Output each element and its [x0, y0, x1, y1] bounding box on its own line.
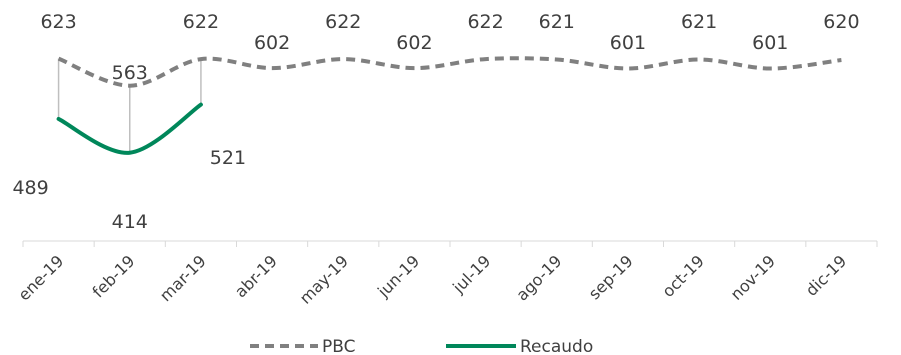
x-tick-label: abr-19 — [231, 251, 281, 301]
x-tick-label: jun-19 — [373, 251, 423, 301]
data-label-pbc: 620 — [823, 11, 859, 33]
drop-lines — [57, 58, 202, 153]
x-axis-ticks — [22, 241, 878, 247]
series-line-recaudo — [56, 102, 203, 155]
x-tick-label: sep-19 — [585, 251, 637, 303]
legend-label-recaudo: Recaudo — [520, 337, 593, 355]
x-tick-label: may-19 — [296, 251, 352, 307]
legend: PBC Recaudo — [250, 337, 593, 355]
data-label-pbc: 601 — [610, 32, 646, 54]
data-label-pbc: 623 — [40, 11, 76, 33]
data-labels: 623 563 622 602 622 602 622 621 601 621 601 620 489 4… — [12, 11, 859, 233]
data-label-recaudo: 414 — [112, 211, 148, 233]
series-lines — [56, 56, 842, 155]
data-label-pbc: 622 — [325, 11, 361, 33]
data-label-recaudo: 521 — [210, 147, 246, 169]
x-tick-labels: ene-19 feb-19 mar-19 abr-19 may-19 jun-19 jul-… — [14, 251, 850, 307]
data-label-pbc: 622 — [183, 11, 219, 33]
legend-label-pbc: PBC — [322, 337, 356, 355]
x-tick-label: dic-19 — [802, 251, 850, 299]
x-tick-label: nov-19 — [727, 251, 779, 303]
series-line-pbc — [57, 56, 842, 88]
data-label-pbc: 602 — [396, 32, 432, 54]
x-tick-label: mar-19 — [156, 251, 210, 305]
x-tick-label: ago-19 — [512, 251, 565, 304]
data-label-pbc: 563 — [112, 62, 148, 84]
data-label-pbc: 602 — [254, 32, 290, 54]
data-label-pbc: 621 — [681, 11, 717, 33]
data-label-pbc: 601 — [752, 32, 788, 54]
x-tick-label: ene-19 — [14, 251, 67, 304]
x-tick-label: jul-19 — [448, 251, 494, 297]
x-tick-label: feb-19 — [89, 251, 139, 301]
x-tick-label: oct-19 — [658, 251, 707, 300]
data-label-pbc: 622 — [467, 11, 503, 33]
data-label-pbc: 621 — [539, 11, 575, 33]
data-label-recaudo: 489 — [12, 177, 48, 199]
